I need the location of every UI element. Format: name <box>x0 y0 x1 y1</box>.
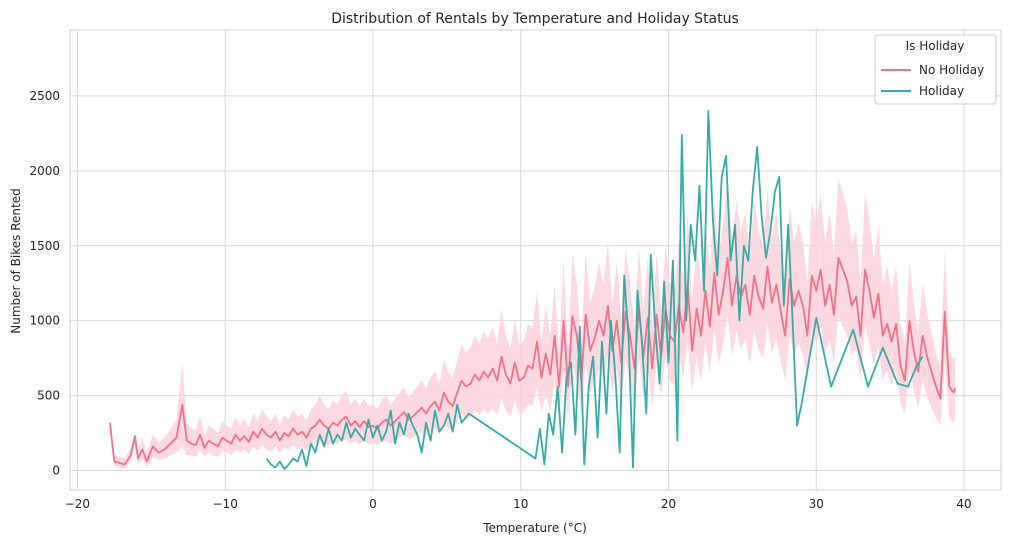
x-axis-label: Temperature (°C) <box>482 521 587 535</box>
y-tick-label: 500 <box>37 389 60 403</box>
y-tick-label: 1000 <box>29 314 60 328</box>
plot-area <box>69 29 1002 491</box>
x-axis-ticks: −20 −10 0 10 20 30 40 <box>65 497 972 511</box>
legend-title: Is Holiday <box>906 39 965 53</box>
y-tick-label: 1500 <box>29 239 60 253</box>
y-axis-label: Number of Bikes Rented <box>9 188 23 333</box>
x-tick-label: 20 <box>661 497 676 511</box>
y-tick-label: 2500 <box>29 89 60 103</box>
legend-label-no-holiday: No Holiday <box>919 63 984 77</box>
x-tick-label: 30 <box>809 497 824 511</box>
x-tick-label: 0 <box>369 497 377 511</box>
legend: Is Holiday No Holiday Holiday <box>874 34 997 105</box>
x-tick-label: −20 <box>65 497 90 511</box>
x-tick-label: 10 <box>513 497 528 511</box>
legend-box <box>874 34 997 105</box>
chart-title: Distribution of Rentals by Temperature a… <box>331 11 739 27</box>
y-tick-label: 2000 <box>29 164 60 178</box>
series-lines <box>109 110 957 470</box>
x-tick-label: 40 <box>956 497 971 511</box>
series-line-holiday <box>265 110 924 470</box>
x-tick-label: −10 <box>213 497 238 511</box>
legend-label-holiday: Holiday <box>919 84 964 98</box>
y-axis-ticks: 0 500 1000 1500 2000 2500 <box>29 89 60 478</box>
series-line-no-holiday <box>109 256 957 466</box>
y-tick-label: 0 <box>52 464 60 478</box>
